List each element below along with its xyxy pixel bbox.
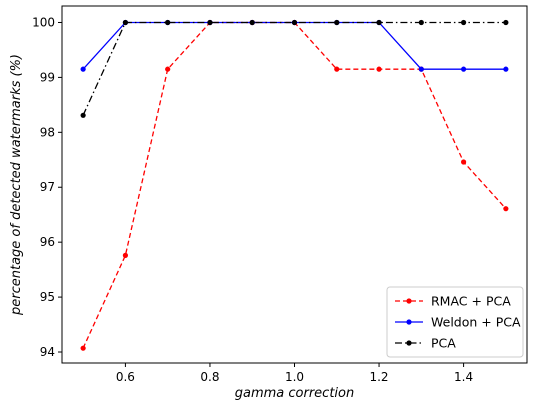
data-point-weldon-pca [503, 66, 509, 72]
y-tick-label: 99 [40, 70, 55, 84]
x-tick-label: 0.8 [200, 370, 219, 384]
legend-marker-weldon-pca [406, 319, 412, 325]
y-tick-label: 95 [40, 290, 55, 304]
data-point-pca [249, 19, 255, 26]
x-tick-label: 1.4 [454, 370, 473, 384]
data-point-pca [80, 112, 86, 118]
legend-label: Weldon + PCA [431, 315, 521, 330]
series-line-weldon-pca [82, 21, 506, 70]
y-tick-label: 94 [40, 345, 55, 359]
legend-box [386, 286, 524, 358]
data-point-weldon-pca [80, 66, 86, 72]
x-tick-label: 1.2 [369, 370, 388, 384]
y-axis-label: percentage of detected watermarks (%) [9, 54, 24, 316]
data-point-pca [291, 19, 298, 26]
data-point-weldon-pca [460, 66, 467, 72]
legend-marker-pca [406, 340, 412, 346]
data-point-rmac-pca [122, 252, 129, 258]
data-point-pca [376, 19, 382, 26]
data-point-rmac-pca [165, 66, 171, 72]
data-point-rmac-pca [503, 206, 509, 212]
data-point-rmac-pca [80, 345, 86, 351]
y-tick-label: 100 [32, 15, 55, 29]
x-tick-label: 0.6 [116, 370, 135, 384]
x-tick-label: 1.0 [285, 370, 304, 384]
data-point-rmac-pca [376, 66, 382, 72]
legend-label: RMAC + PCA [431, 294, 511, 309]
data-point-pca [460, 19, 467, 26]
data-point-pca [503, 19, 509, 26]
data-point-rmac-pca [334, 66, 340, 72]
ticks-layer: 0.6 0.8 1.0 1.2 1.4 94 95 96 97 98 99 100 [32, 15, 473, 384]
data-point-pca [122, 19, 129, 26]
data-point-pca [207, 19, 213, 26]
y-tick-label: 98 [40, 125, 55, 139]
legend-label: PCA [431, 336, 456, 351]
y-tick-label: 96 [40, 235, 55, 249]
data-point-pca [418, 19, 424, 26]
y-tick-label: 97 [40, 180, 55, 194]
data-point-rmac-pca [460, 159, 467, 165]
legend: RMAC + PCA Weldon + PCA PCA [386, 286, 524, 358]
data-point-pca [165, 19, 171, 26]
data-point-weldon-pca [418, 66, 424, 72]
data-point-pca [334, 19, 340, 26]
x-axis-label: gamma correction [235, 386, 354, 401]
series-layer [80, 19, 509, 351]
legend-marker-rmac-pca [406, 298, 412, 304]
